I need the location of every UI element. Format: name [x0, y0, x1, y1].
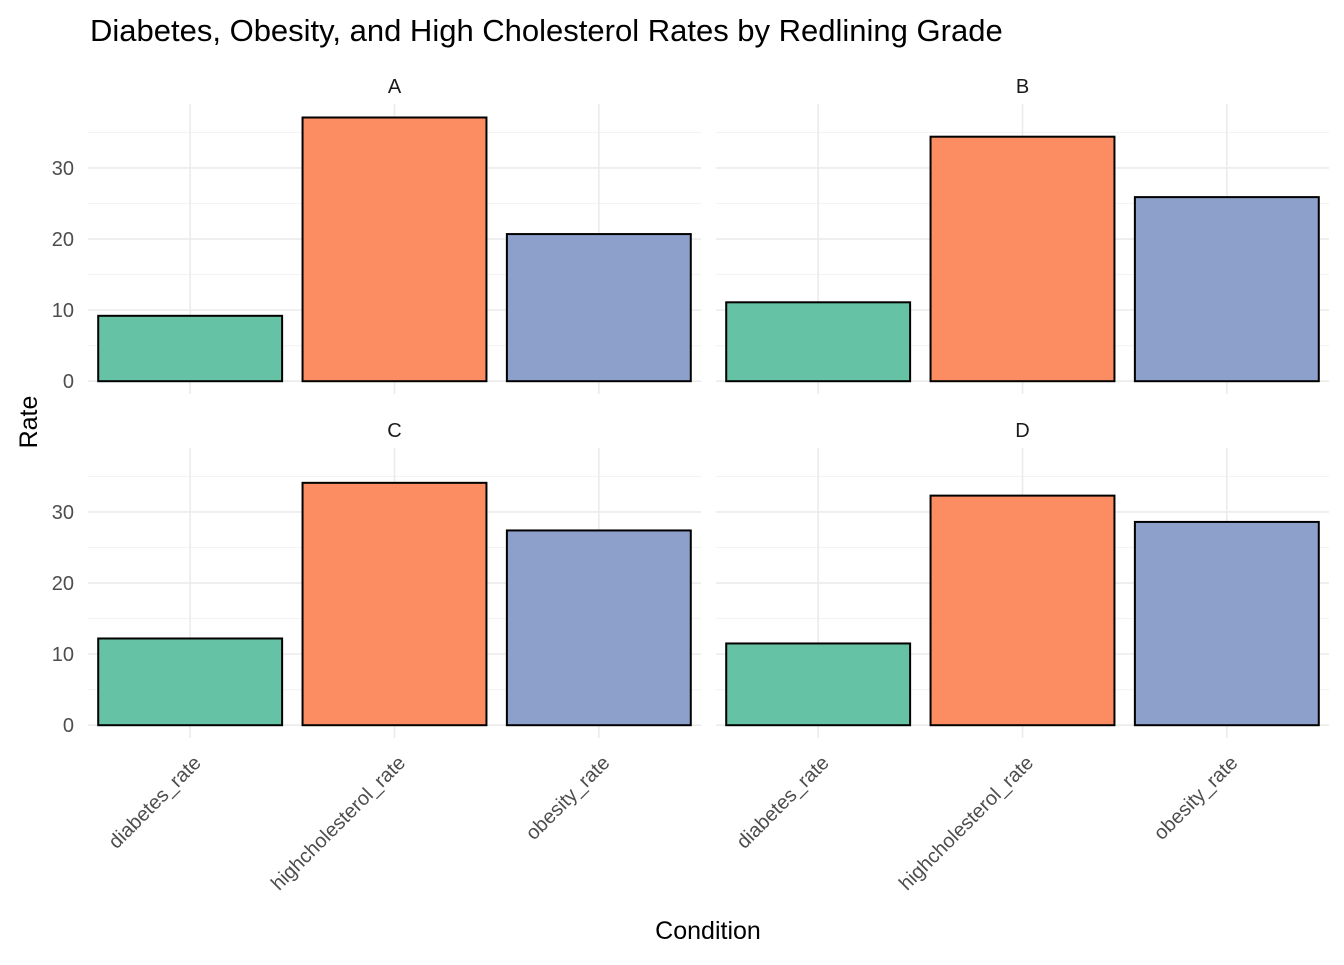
facet-label-A: A: [388, 76, 402, 98]
y-tick-label: 10: [52, 300, 74, 322]
y-tick-label: 10: [52, 644, 74, 666]
facet-label-C: C: [387, 420, 401, 442]
y-tick-label: 20: [52, 229, 74, 251]
y-tick-label: 30: [52, 158, 74, 180]
bar-D-diabetes_rate: [725, 642, 912, 727]
x-tick-label: obesity_rate: [522, 752, 615, 845]
bar-C-diabetes_rate: [97, 637, 284, 727]
bar-A-obesity_rate: [505, 233, 692, 383]
bar-B-highcholesterol_rate: [929, 135, 1116, 383]
x-tick-label: highcholesterol_rate: [895, 752, 1038, 895]
bar-B-diabetes_rate: [725, 301, 912, 383]
facet-panel-A: A 0 10 20 30: [52, 76, 701, 394]
facet-panel-C: C 0 10 20 30 diabetes_rate highcholesterol_rat…: [52, 420, 701, 895]
bar-C-obesity_rate: [505, 529, 692, 727]
y-axis-title: Rate: [15, 396, 43, 449]
bar-A-highcholesterol_rate: [301, 116, 488, 383]
chart-title: Diabetes, Obesity, and High Cholesterol …: [90, 13, 1003, 48]
y-tick-label: 30: [52, 502, 74, 524]
facet-label-B: B: [1016, 76, 1029, 98]
bar-B-obesity_rate: [1133, 196, 1320, 383]
facet-panels: A 0 10 20 30 B C 0 10 20 30 diabetes_rate highcholes…: [52, 76, 1329, 895]
facet-label-D: D: [1015, 420, 1029, 442]
facet-panel-B: B: [716, 76, 1329, 394]
x-tick-label: diabetes_rate: [732, 752, 833, 853]
y-tick-label: 20: [52, 573, 74, 595]
y-tick-label: 0: [63, 371, 74, 393]
bar-D-highcholesterol_rate: [929, 494, 1116, 727]
bar-A-diabetes_rate: [97, 314, 284, 383]
x-axis-title: Condition: [655, 917, 761, 945]
y-tick-label: 0: [63, 715, 74, 737]
bar-D-obesity_rate: [1133, 520, 1320, 727]
x-tick-label: highcholesterol_rate: [267, 752, 410, 895]
bar-C-highcholesterol_rate: [301, 481, 488, 727]
x-tick-label: obesity_rate: [1150, 752, 1243, 845]
x-tick-label: diabetes_rate: [104, 752, 205, 853]
